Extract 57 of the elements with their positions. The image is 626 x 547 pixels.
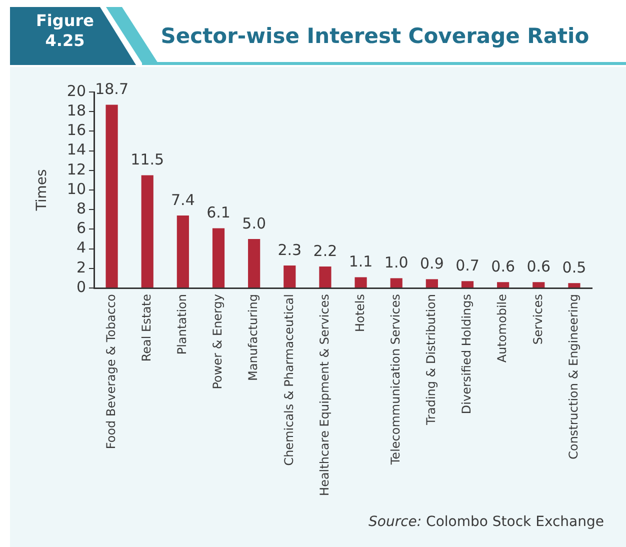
data-label: 2.2 xyxy=(313,242,338,260)
x-tick-label: Power & Energy xyxy=(210,294,225,390)
source-note: Source: Colombo Stock Exchange xyxy=(368,514,604,530)
data-label: 2.3 xyxy=(278,240,302,259)
data-label: 0.7 xyxy=(456,256,480,275)
data-label: 0.5 xyxy=(562,258,586,276)
data-label: 1.0 xyxy=(384,254,408,272)
data-label: 7.4 xyxy=(171,190,195,209)
x-tick-label: Trading & Distribution xyxy=(424,294,438,426)
x-tick-label: Food Beverage & Tobacco xyxy=(104,294,118,450)
bar xyxy=(461,281,474,288)
y-tick-label: 20 xyxy=(66,82,86,100)
data-label: 1.1 xyxy=(348,252,373,271)
data-label: 11.5 xyxy=(130,150,164,169)
y-tick-label: 14 xyxy=(66,140,86,159)
bar xyxy=(212,228,225,288)
bar xyxy=(390,278,402,288)
bar xyxy=(426,279,438,288)
x-tick-label: Manufacturing xyxy=(246,294,260,381)
data-label: 0.9 xyxy=(420,254,444,273)
y-tick-label: 6 xyxy=(76,219,86,238)
x-tick-label: Hotels xyxy=(352,294,367,332)
y-tick-label: 16 xyxy=(66,121,86,140)
y-tick-label: 12 xyxy=(66,160,86,178)
bar xyxy=(141,175,154,288)
bar xyxy=(284,265,296,288)
x-tick-label: Construction & Engineering xyxy=(566,294,580,460)
y-tick-label: 0 xyxy=(76,278,86,296)
y-tick-label: 18 xyxy=(66,101,86,120)
y-tick-label: 2 xyxy=(76,258,86,276)
data-label: 0.6 xyxy=(491,258,515,276)
bar xyxy=(106,104,118,288)
bar xyxy=(319,266,332,288)
y-tick-label: 10 xyxy=(66,180,86,198)
y-axis-title: Times xyxy=(34,169,50,212)
bar xyxy=(568,283,580,288)
x-tick-label: Telecommunication Services xyxy=(388,294,402,466)
bar xyxy=(354,277,367,288)
x-tick-label: Services xyxy=(530,294,545,345)
bar xyxy=(176,215,189,288)
y-tick-label: 4 xyxy=(76,238,86,257)
x-tick-label: Healthcare Equipment & Services xyxy=(317,294,332,496)
data-label: 18.7 xyxy=(95,80,128,98)
data-label: 6.1 xyxy=(206,204,230,222)
bar xyxy=(248,239,260,288)
data-label: 0.6 xyxy=(526,258,551,276)
chart-title: Sector-wise Interest Coverage Ratio xyxy=(160,24,590,48)
bar xyxy=(497,282,510,288)
data-label: 5.0 xyxy=(242,214,266,232)
x-tick-label: Real Estate xyxy=(139,294,154,362)
bar xyxy=(532,282,545,288)
x-tick-label: Chemicals & Pharmaceutical xyxy=(282,294,296,466)
caption: Figure 4.25 xyxy=(35,11,95,51)
x-tick-label: Automobile xyxy=(495,294,510,363)
x-tick-label: Diversified Holdings xyxy=(460,294,474,414)
x-tick-label: Plantation xyxy=(175,294,190,355)
y-tick-label: 8 xyxy=(76,199,86,218)
